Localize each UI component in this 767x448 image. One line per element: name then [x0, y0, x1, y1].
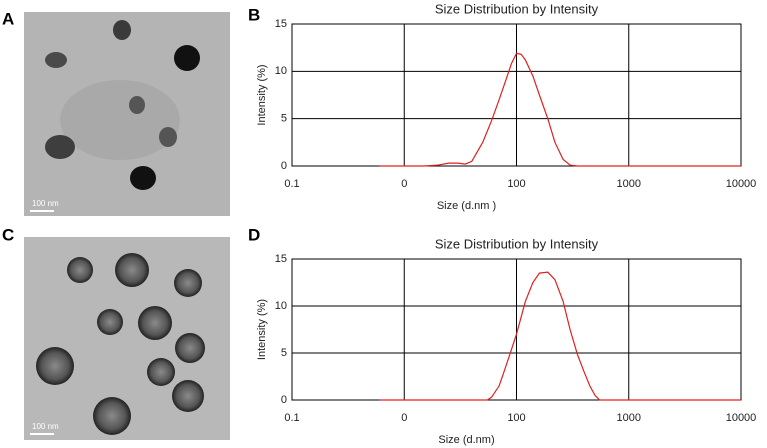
scale-bar-label: 100 nm — [32, 199, 59, 208]
distribution-line — [379, 52, 741, 167]
x-tick-label: 10000 — [726, 412, 757, 424]
x-tick-label: 1000 — [617, 412, 641, 424]
y-tick-label: 0 — [281, 394, 287, 406]
panel-label: C — [2, 225, 14, 244]
chart-title: Size Distribution by Intensity — [435, 1, 599, 16]
y-tick-label: 15 — [275, 253, 287, 265]
x-tick-label: 1000 — [617, 178, 641, 190]
x-tick-label: 0 — [401, 178, 407, 190]
plot-frame — [291, 258, 742, 401]
y-tick-label: 10 — [275, 65, 287, 77]
x-tick-label: 100 — [507, 178, 525, 190]
x-axis-label: Size (d.nm) — [438, 434, 494, 446]
panel-label: B — [248, 5, 260, 24]
x-tick-label: 0.1 — [284, 178, 299, 190]
panel-label: A — [2, 9, 14, 28]
x-tick-label: 100 — [507, 412, 525, 424]
plot-frame — [291, 23, 742, 167]
distribution-line — [379, 271, 741, 401]
x-tick-label: 0.1 — [284, 412, 299, 424]
y-tick-label: 5 — [281, 113, 287, 125]
scale-bar-label: 100 nm — [32, 422, 59, 431]
y-tick-label: 0 — [281, 160, 287, 172]
micrograph-a — [24, 12, 230, 216]
y-axis-label: Intensity (%) — [256, 299, 268, 360]
y-tick-label: 10 — [275, 300, 287, 312]
y-tick-label: 15 — [275, 18, 287, 30]
x-axis-label: Size (d.nm ) — [437, 200, 496, 212]
y-tick-label: 5 — [281, 347, 287, 359]
x-tick-label: 10000 — [726, 178, 757, 190]
y-axis-label: Intensity (%) — [256, 64, 268, 125]
panel-label: D — [248, 225, 260, 244]
chart-title: Size Distribution by Intensity — [435, 236, 599, 251]
micrograph-c — [24, 237, 230, 440]
x-tick-label: 0 — [401, 412, 407, 424]
